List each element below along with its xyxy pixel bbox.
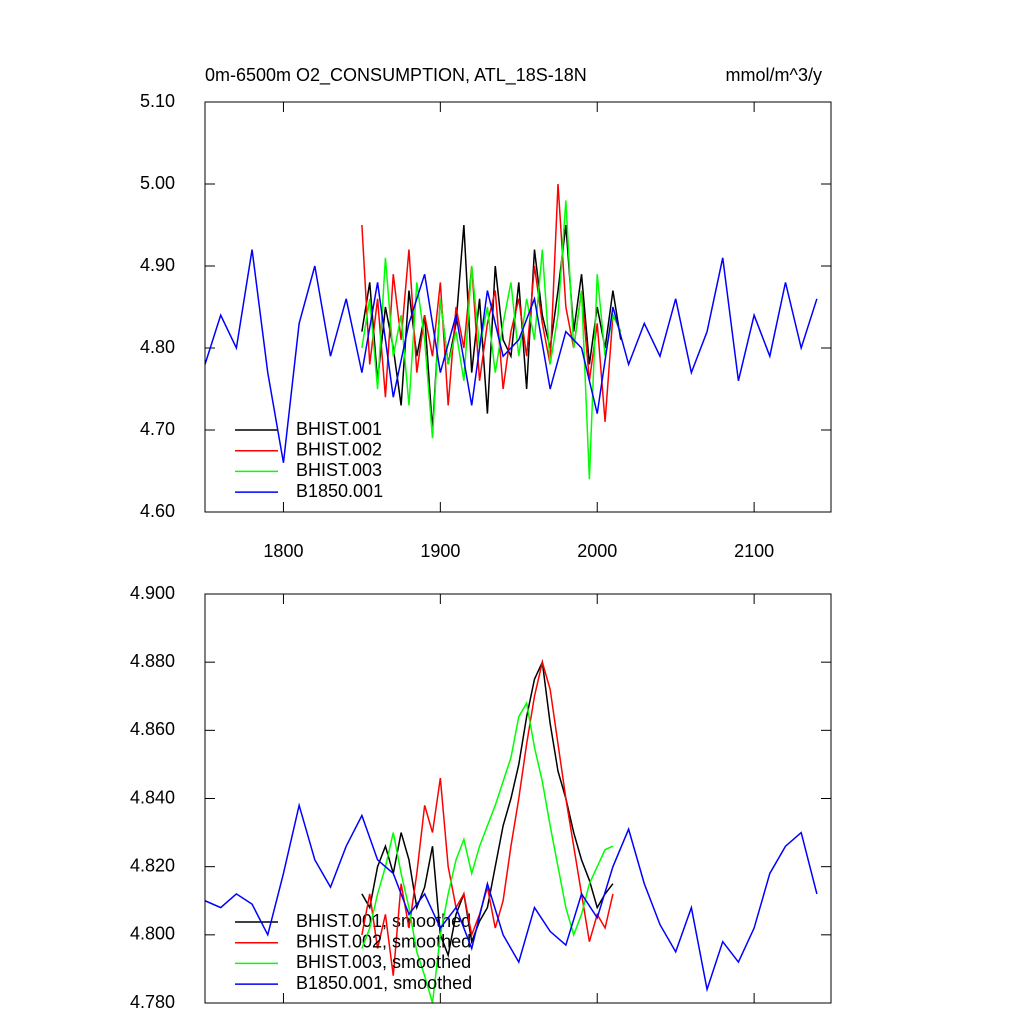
y-tick-label: 4.80 (140, 337, 175, 357)
legend-label: B1850.001 (296, 481, 383, 501)
series-line (361, 224, 622, 431)
y-tick-label: 4.800 (130, 924, 175, 944)
units-label: mmol/m^3/y (726, 65, 822, 85)
series-line (204, 802, 818, 993)
plot-frame (204, 101, 832, 513)
y-tick-label: 5.10 (140, 91, 175, 111)
x-tick-label: 1800 (263, 541, 303, 561)
y-tick-label: 4.880 (130, 651, 175, 671)
series-line (204, 249, 818, 463)
legend-label: BHIST.003 (296, 460, 382, 480)
plot-frame (204, 593, 832, 1004)
chart-title: 0m-6500m O2_CONSUMPTION, ATL_18S-18N (205, 65, 587, 86)
series-line (361, 659, 614, 976)
legend-label: BHIST.001 (296, 419, 382, 439)
legend-label: BHIST.002 (296, 439, 382, 459)
y-tick-label: 4.780 (130, 992, 175, 1012)
legend-label: BHIST.002, smoothed (296, 931, 471, 951)
x-tick-label: 2100 (734, 541, 774, 561)
x-tick-label: 2000 (577, 541, 617, 561)
y-tick-label: 5.00 (140, 173, 175, 193)
y-tick-label: 4.60 (140, 501, 175, 521)
y-tick-label: 4.90 (140, 255, 175, 275)
x-tick-label: 1900 (420, 541, 460, 561)
series-line (361, 659, 614, 959)
y-tick-label: 4.70 (140, 419, 175, 439)
y-tick-label: 4.820 (130, 855, 175, 875)
legend-label: BHIST.003, smoothed (296, 952, 471, 972)
series-line (361, 200, 622, 480)
y-tick-label: 4.860 (130, 719, 175, 739)
y-tick-label: 4.840 (130, 787, 175, 807)
y-tick-label: 4.900 (130, 583, 175, 603)
legend-label: B1850.001, smoothed (296, 973, 472, 993)
